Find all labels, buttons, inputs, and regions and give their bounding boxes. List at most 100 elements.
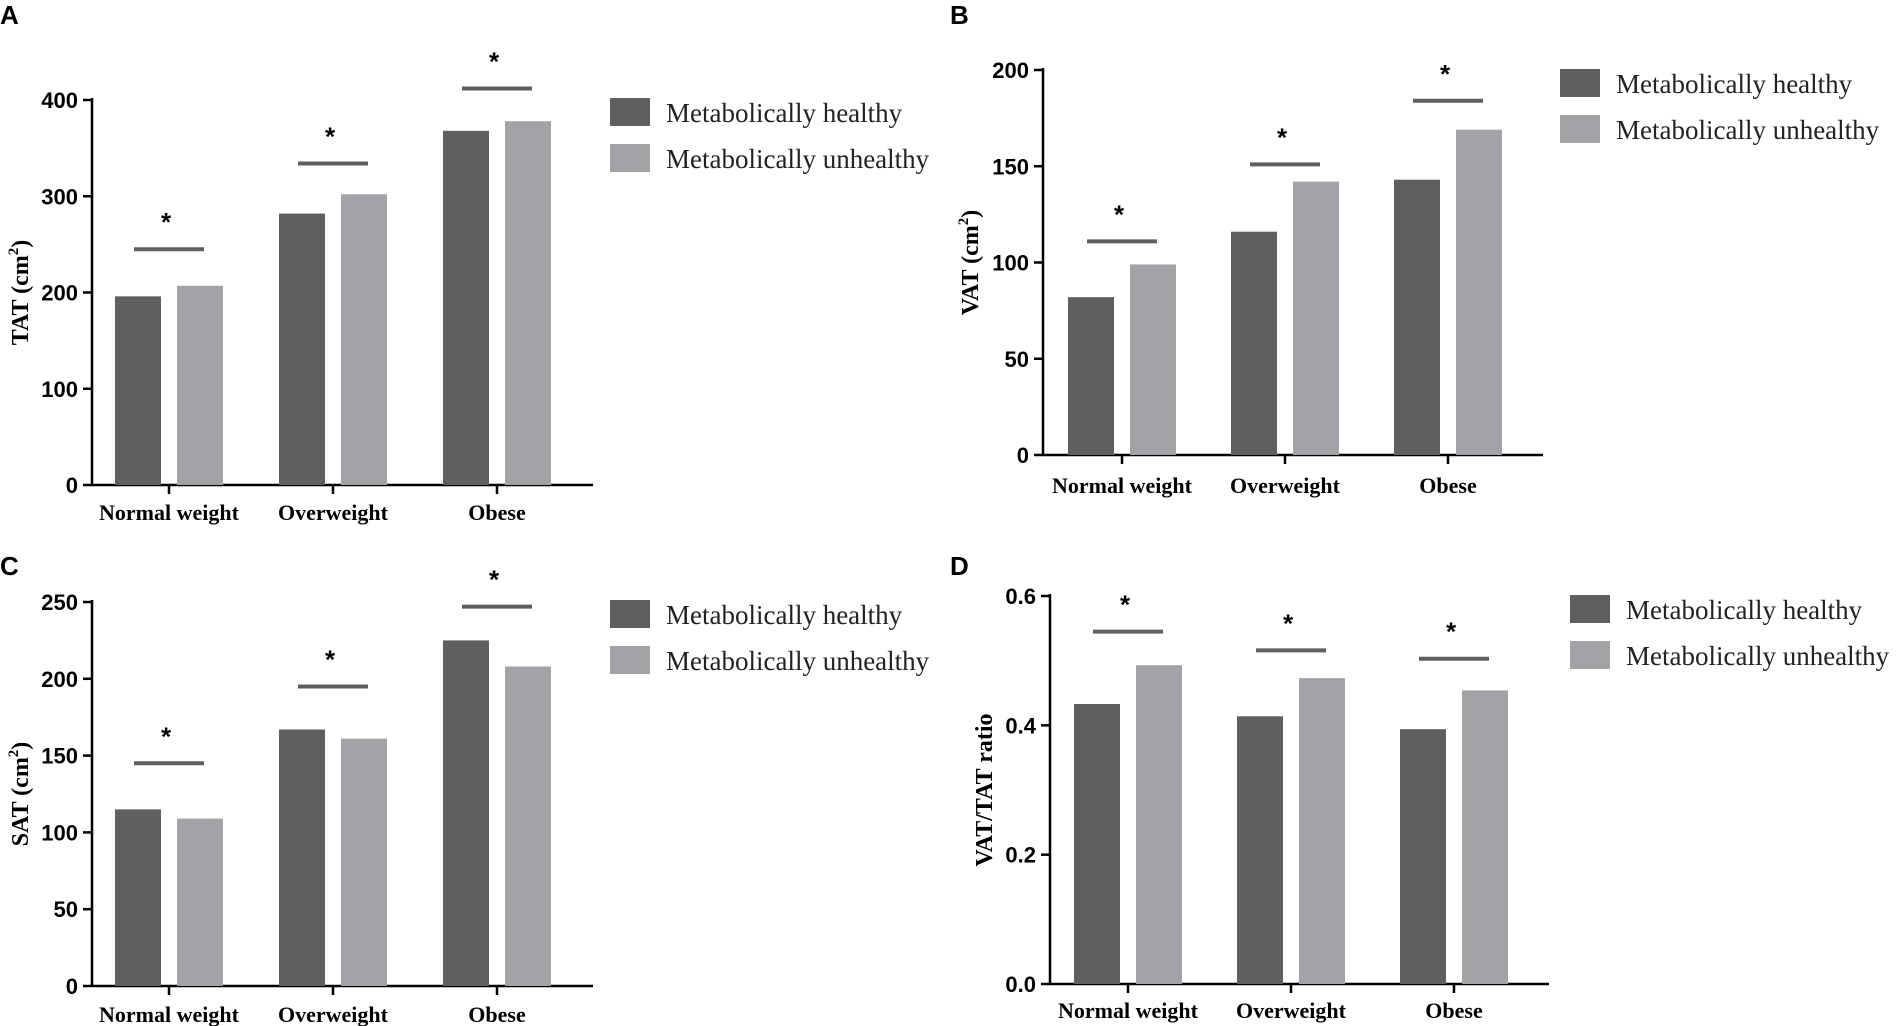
x-tick-label-overweight: Overweight xyxy=(1230,473,1341,498)
bar-healthy-normal-weight xyxy=(1074,703,1120,984)
panel-b: B VAT (cm2) 0 50 100 150 200 Normal weight * Over… xyxy=(950,0,1880,498)
bar-healthy-overweight xyxy=(1231,231,1277,455)
y-tick-label-four: 200 xyxy=(41,667,78,692)
legend-label-unhealthy: Metabolically unhealthy xyxy=(666,646,930,676)
bar-healthy-obese xyxy=(443,640,489,986)
significance-star: * xyxy=(1283,608,1294,638)
legend-swatch-healthy xyxy=(610,98,650,126)
significance-star: * xyxy=(1114,199,1125,229)
bar-healthy-normal-weight xyxy=(115,296,161,485)
bar-unhealthy-overweight xyxy=(1299,678,1345,984)
legend-label-healthy: Metabolically healthy xyxy=(1626,595,1863,625)
legend-label-unhealthy: Metabolically unhealthy xyxy=(666,144,930,174)
y-tick-label-three: 0.6 xyxy=(1005,584,1036,609)
y-axis-title-tail: ) xyxy=(958,210,984,218)
bar-unhealthy-obese xyxy=(1456,129,1502,456)
y-tick-label-two: 100 xyxy=(992,251,1029,276)
y-axis-title-main: TAT (cm xyxy=(8,255,34,345)
significance-star: * xyxy=(1277,122,1288,152)
bar-unhealthy-normal-weight xyxy=(1136,665,1182,984)
bar-healthy-obese xyxy=(1400,729,1446,984)
bar-healthy-overweight xyxy=(279,729,325,986)
bar-unhealthy-overweight xyxy=(1293,181,1339,455)
bar-healthy-obese xyxy=(443,130,489,486)
legend-label-unhealthy: Metabolically unhealthy xyxy=(1626,641,1890,671)
significance-star: * xyxy=(1440,59,1451,89)
y-tick-label-three: 150 xyxy=(41,744,78,769)
panel-letter: C xyxy=(0,551,19,581)
x-tick-label-overweight: Overweight xyxy=(278,500,389,525)
y-axis-title: VAT (cm2) xyxy=(956,210,984,316)
significance-star: * xyxy=(325,644,336,674)
y-tick-label-three: 300 xyxy=(41,184,78,209)
legend-swatch-healthy xyxy=(1570,595,1610,623)
bar-healthy-overweight xyxy=(1237,716,1283,984)
panel-letter: B xyxy=(950,0,969,30)
x-tick-label-normal-weight: Normal weight xyxy=(1052,473,1193,498)
y-tick-label-one: 50 xyxy=(1005,347,1029,372)
x-tick-label-normal-weight: Normal weight xyxy=(99,500,240,525)
y-axis-title-tail: ) xyxy=(8,240,34,248)
y-axis-title-main: VAT/TAT ratio xyxy=(972,713,998,866)
bar-unhealthy-normal-weight xyxy=(177,818,223,986)
y-tick-label-four: 200 xyxy=(992,58,1029,83)
y-tick-label-four: 400 xyxy=(41,88,78,113)
y-tick-label-two: 200 xyxy=(41,281,78,306)
y-axis-title-superscript: 2 xyxy=(6,248,22,256)
significance-star: * xyxy=(489,565,500,595)
x-tick-label-normal-weight: Normal weight xyxy=(1058,998,1199,1023)
y-axis-title-main: VAT (cm xyxy=(958,225,984,315)
panel-letter: A xyxy=(0,0,19,30)
y-tick-label-two: 100 xyxy=(41,820,78,845)
legend-swatch-unhealthy xyxy=(1570,641,1610,669)
x-tick-label-overweight: Overweight xyxy=(278,1002,389,1026)
y-tick-label-zero: 0 xyxy=(66,473,78,498)
bar-unhealthy-normal-weight xyxy=(177,285,223,485)
y-tick-label-zero: 0 xyxy=(66,974,78,999)
panel-d: D VAT/TAT ratio 0.0 0.2 0.4 0.6 Normal weight *… xyxy=(950,551,1890,1023)
bar-unhealthy-overweight xyxy=(341,194,387,485)
significance-star: * xyxy=(161,207,172,237)
legend-label-healthy: Metabolically healthy xyxy=(1616,69,1853,99)
y-axis-title-main: SAT (cm xyxy=(8,757,34,846)
x-tick-label-obese: Obese xyxy=(468,1002,526,1026)
x-tick-label-obese: Obese xyxy=(1425,998,1483,1023)
x-tick-label-normal-weight: Normal weight xyxy=(99,1002,240,1026)
legend-label-healthy: Metabolically healthy xyxy=(666,98,903,128)
y-axis-title-superscript: 2 xyxy=(6,750,22,758)
x-tick-label-obese: Obese xyxy=(1419,473,1477,498)
bar-healthy-obese xyxy=(1394,179,1440,455)
legend-swatch-unhealthy xyxy=(610,144,650,172)
y-axis-title: TAT (cm2) xyxy=(6,240,34,346)
significance-star: * xyxy=(1446,617,1457,647)
panel-a: A TAT (cm2) 0 100 200 300 400 Normal weight * Ove… xyxy=(0,0,930,525)
bar-unhealthy-obese xyxy=(505,121,551,486)
significance-star: * xyxy=(325,122,336,152)
y-tick-label-three: 150 xyxy=(992,154,1029,179)
y-tick-label-one: 0.2 xyxy=(1005,843,1036,868)
panel-letter: D xyxy=(950,551,969,581)
bar-healthy-overweight xyxy=(279,213,325,485)
legend-label-unhealthy: Metabolically unhealthy xyxy=(1616,115,1880,145)
bar-unhealthy-obese xyxy=(1462,690,1508,984)
x-tick-label-obese: Obese xyxy=(468,500,526,525)
significance-star: * xyxy=(1120,590,1131,620)
bar-unhealthy-normal-weight xyxy=(1130,264,1176,455)
bar-healthy-normal-weight xyxy=(115,809,161,986)
legend-swatch-unhealthy xyxy=(610,646,650,674)
y-tick-label-five: 250 xyxy=(41,590,78,615)
bar-healthy-normal-weight xyxy=(1068,297,1114,455)
y-axis-title: SAT (cm2) xyxy=(6,742,34,847)
significance-star: * xyxy=(161,721,172,751)
y-tick-label-two: 0.4 xyxy=(1005,713,1036,738)
bar-unhealthy-overweight xyxy=(341,738,387,986)
y-tick-label-one: 100 xyxy=(41,377,78,402)
significance-star: * xyxy=(489,46,500,76)
y-axis-title: VAT/TAT ratio xyxy=(972,713,998,866)
legend-swatch-healthy xyxy=(1560,69,1600,97)
y-tick-label-zero: 0.0 xyxy=(1005,972,1036,997)
y-tick-label-zero: 0 xyxy=(1017,443,1029,468)
legend-swatch-unhealthy xyxy=(1560,115,1600,143)
panel-c: C SAT (cm2) 0 50 100 150 200 250 Normal weight * O… xyxy=(0,551,930,1026)
